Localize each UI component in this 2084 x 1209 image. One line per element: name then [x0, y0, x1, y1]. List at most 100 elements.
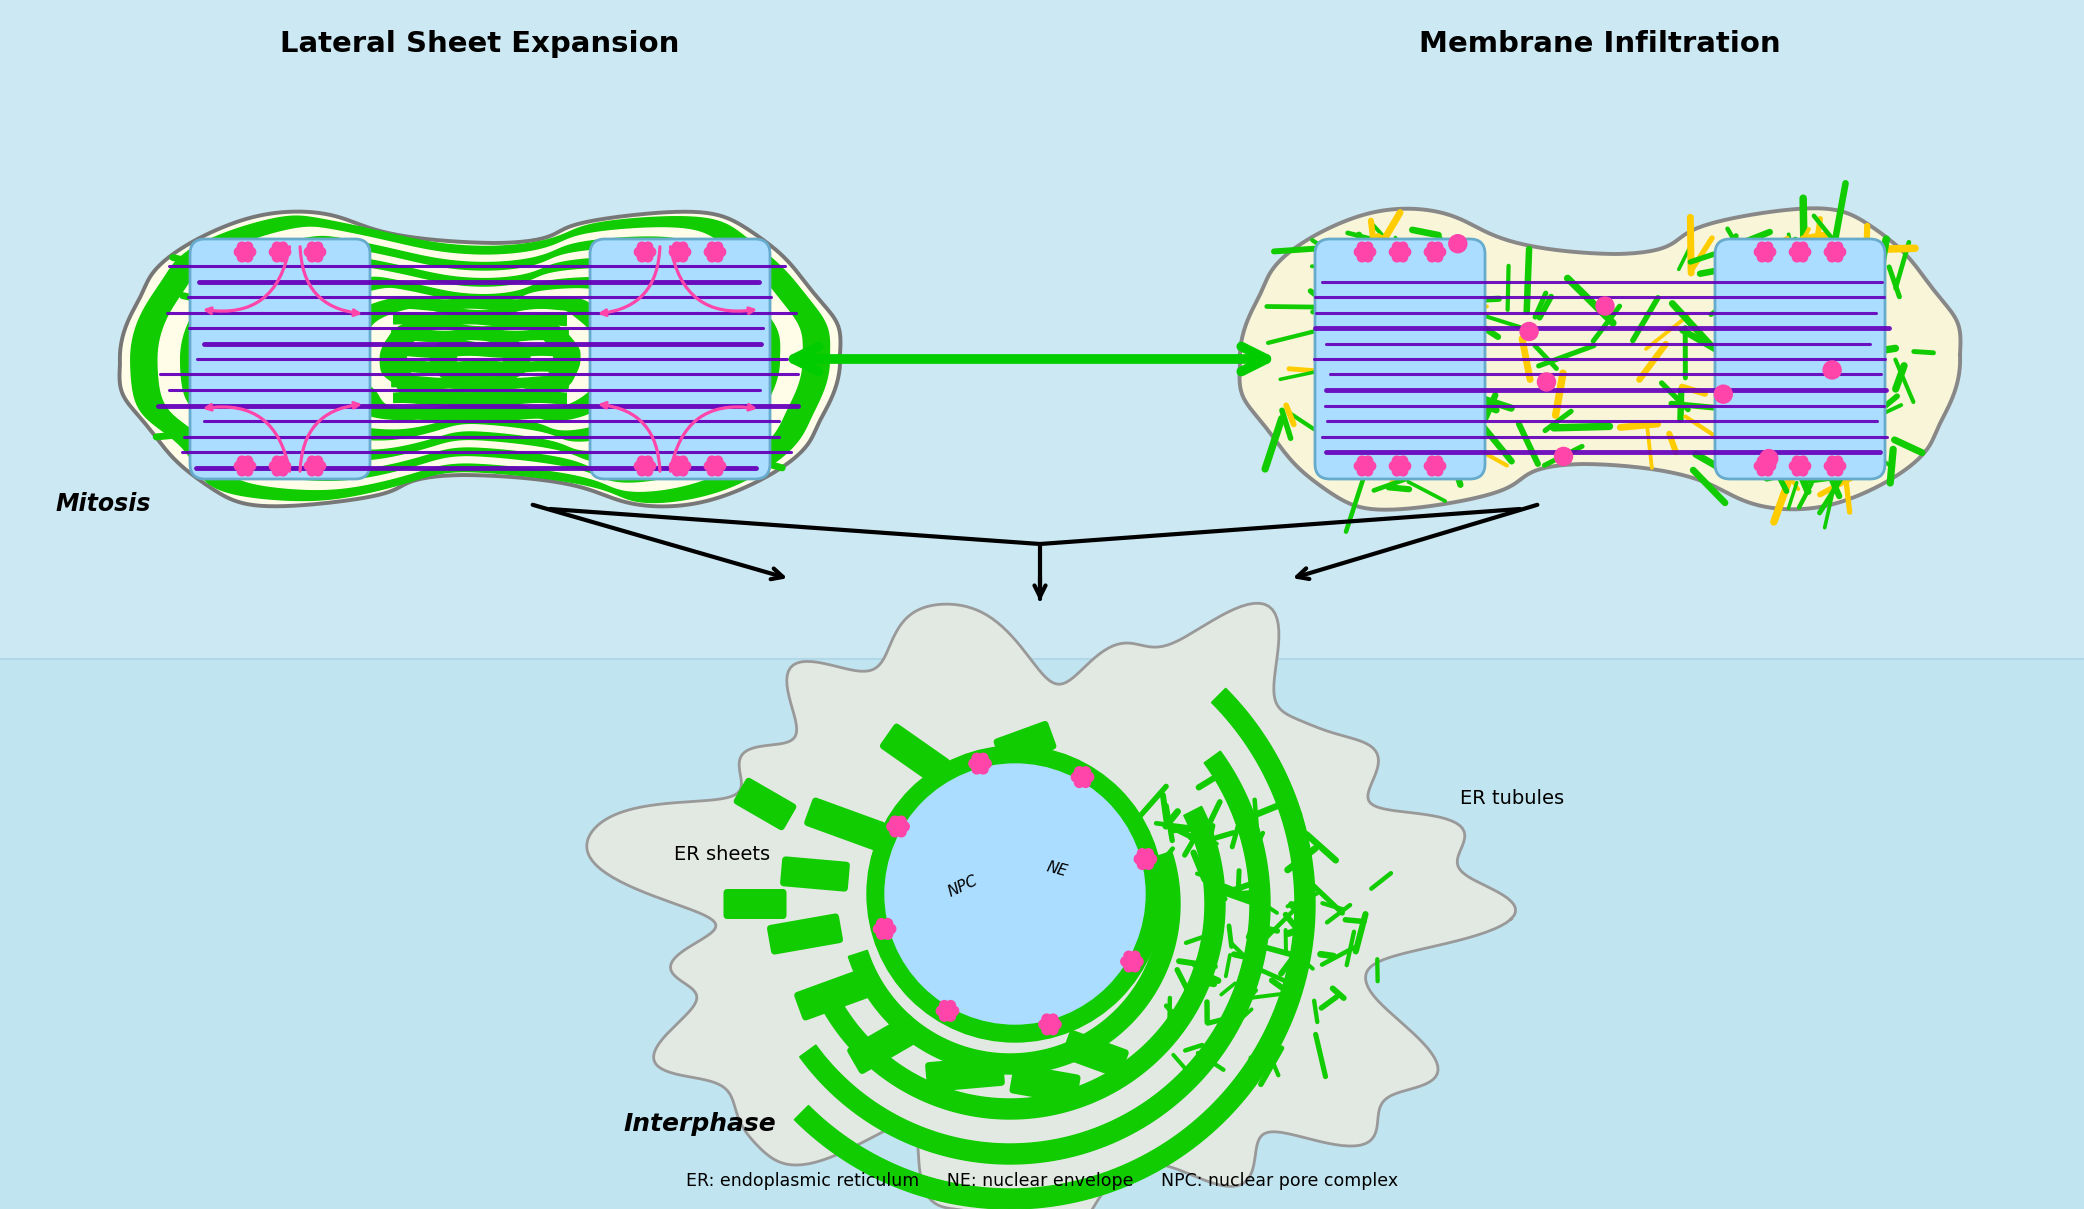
- Circle shape: [884, 919, 892, 929]
- Circle shape: [1596, 297, 1613, 316]
- Circle shape: [1757, 253, 1767, 262]
- Text: ER tubules: ER tubules: [1461, 789, 1565, 809]
- Polygon shape: [800, 751, 1269, 1164]
- Circle shape: [279, 253, 288, 262]
- Circle shape: [1042, 1025, 1052, 1035]
- Circle shape: [706, 456, 717, 465]
- Circle shape: [1767, 462, 1776, 470]
- Circle shape: [1828, 242, 1836, 251]
- Circle shape: [982, 759, 992, 769]
- Circle shape: [1077, 773, 1088, 782]
- Circle shape: [304, 248, 313, 256]
- Circle shape: [244, 467, 252, 476]
- Circle shape: [1428, 253, 1436, 262]
- Circle shape: [679, 456, 688, 465]
- Circle shape: [681, 462, 690, 470]
- FancyBboxPatch shape: [994, 721, 1057, 767]
- Text: NE: NE: [1044, 860, 1069, 879]
- Circle shape: [1830, 462, 1840, 470]
- Circle shape: [681, 248, 690, 256]
- Circle shape: [313, 467, 323, 476]
- Circle shape: [896, 816, 907, 826]
- Circle shape: [1436, 462, 1446, 470]
- Circle shape: [1075, 767, 1084, 776]
- Polygon shape: [794, 688, 1315, 1209]
- Circle shape: [281, 462, 290, 470]
- Circle shape: [673, 253, 681, 262]
- Circle shape: [713, 467, 723, 476]
- Polygon shape: [390, 360, 571, 372]
- Circle shape: [1392, 253, 1403, 262]
- Circle shape: [1767, 248, 1776, 256]
- Circle shape: [711, 248, 719, 256]
- Circle shape: [1555, 447, 1573, 465]
- Circle shape: [1048, 1025, 1059, 1035]
- Circle shape: [1430, 248, 1440, 256]
- Circle shape: [1834, 253, 1842, 262]
- Circle shape: [1146, 855, 1157, 864]
- Circle shape: [634, 462, 644, 470]
- Circle shape: [971, 764, 982, 774]
- FancyBboxPatch shape: [590, 239, 769, 479]
- Circle shape: [1755, 462, 1763, 470]
- Circle shape: [1824, 248, 1834, 256]
- Circle shape: [1357, 467, 1367, 476]
- Circle shape: [1715, 386, 1732, 403]
- Circle shape: [713, 456, 723, 465]
- FancyBboxPatch shape: [1061, 1030, 1130, 1078]
- Polygon shape: [379, 318, 579, 400]
- FancyBboxPatch shape: [767, 914, 842, 955]
- Circle shape: [977, 753, 988, 763]
- Circle shape: [238, 253, 246, 262]
- Circle shape: [1121, 956, 1130, 966]
- Circle shape: [1357, 253, 1367, 262]
- Circle shape: [1763, 253, 1773, 262]
- Circle shape: [1757, 242, 1767, 251]
- Polygon shape: [331, 297, 629, 421]
- Circle shape: [233, 462, 244, 470]
- Polygon shape: [396, 297, 565, 310]
- Text: Lateral Sheet Expansion: Lateral Sheet Expansion: [281, 30, 679, 58]
- Circle shape: [1448, 235, 1467, 253]
- Circle shape: [669, 248, 679, 256]
- Circle shape: [244, 253, 252, 262]
- Circle shape: [948, 1006, 959, 1016]
- Circle shape: [879, 924, 890, 933]
- Circle shape: [1430, 462, 1440, 470]
- Circle shape: [1390, 248, 1398, 256]
- Circle shape: [1792, 467, 1801, 476]
- Circle shape: [1801, 462, 1811, 470]
- FancyBboxPatch shape: [925, 1055, 1004, 1092]
- Circle shape: [306, 253, 317, 262]
- Circle shape: [1763, 467, 1773, 476]
- Polygon shape: [848, 851, 1180, 1074]
- Circle shape: [713, 242, 723, 251]
- FancyBboxPatch shape: [804, 798, 886, 850]
- Circle shape: [936, 1006, 946, 1016]
- Circle shape: [273, 242, 281, 251]
- Polygon shape: [396, 407, 565, 420]
- Circle shape: [279, 242, 288, 251]
- Polygon shape: [231, 258, 729, 462]
- Circle shape: [1361, 248, 1369, 256]
- Polygon shape: [394, 313, 567, 325]
- Circle shape: [890, 827, 900, 837]
- Circle shape: [1400, 248, 1411, 256]
- Circle shape: [704, 248, 713, 256]
- Circle shape: [1428, 242, 1436, 251]
- Circle shape: [269, 462, 279, 470]
- Circle shape: [306, 242, 317, 251]
- Circle shape: [313, 253, 323, 262]
- Polygon shape: [1240, 208, 1961, 510]
- Circle shape: [1798, 242, 1807, 251]
- Circle shape: [1801, 248, 1811, 256]
- Circle shape: [1796, 248, 1805, 256]
- Polygon shape: [408, 329, 552, 389]
- FancyBboxPatch shape: [779, 856, 850, 891]
- Circle shape: [946, 1001, 954, 1011]
- Circle shape: [1796, 462, 1805, 470]
- Polygon shape: [181, 237, 779, 482]
- Circle shape: [275, 248, 286, 256]
- Circle shape: [273, 253, 281, 262]
- Circle shape: [706, 242, 717, 251]
